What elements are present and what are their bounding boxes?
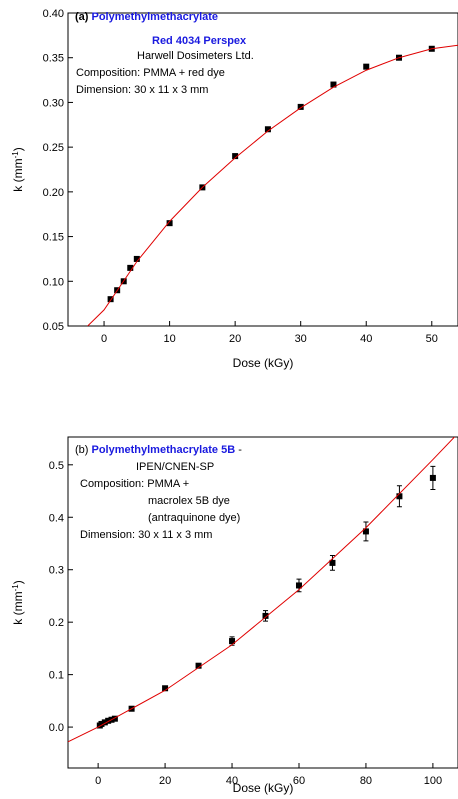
data-point: [295, 582, 302, 589]
annotation-part: Harwell Dosimeters Ltd.: [137, 50, 254, 62]
y-tick-label: 0.4: [49, 512, 64, 524]
chart-panel: 0.0 0.1 0.2 0.3 0.4 0.5 0 20 40 60 80 100 Dose (kGy)…: [11, 436, 458, 795]
data-point: [98, 720, 105, 727]
y-axis-label-part: k (mm: [11, 158, 25, 191]
x-axis-label: Dose (kGy): [233, 781, 294, 795]
data-point: [166, 220, 173, 227]
data-point: [330, 81, 337, 88]
y-tick-label: 0.35: [43, 53, 64, 65]
annotation: Composition: PMMA + red dye: [76, 67, 225, 79]
annotation: IPEN/CNEN-SP: [136, 461, 214, 473]
data-point: [229, 638, 236, 645]
y-tick-label: 0.30: [43, 97, 64, 109]
annotation-part: Dimension: 30 x 11 x 3 mm: [80, 529, 212, 541]
y-tick-label: 0.1: [49, 670, 64, 682]
y-axis-label-part: k (mm: [11, 591, 25, 624]
data-point: [127, 264, 134, 271]
y-axis-label: k (mm-1): [11, 580, 26, 624]
annotation-part: (b): [75, 444, 92, 456]
annotation: (a) Polymethylmethacrylate: [75, 11, 218, 23]
y-axis-label-part: ): [11, 147, 25, 151]
plot-area: [87, 44, 458, 326]
data-point: [111, 715, 118, 722]
data-point: [396, 493, 403, 500]
y-tick-label: 0.25: [43, 142, 64, 154]
annotation: Dimension: 30 x 11 x 3 mm: [76, 84, 208, 96]
data-point: [133, 255, 140, 262]
x-tick-label: 60: [293, 775, 305, 787]
y-tick-label: 0.15: [43, 232, 64, 244]
plot-frame: [67, 12, 458, 327]
annotation-part: Dimension: 30 x 11 x 3 mm: [76, 84, 208, 96]
annotation-part: Red 4034 Perspex: [152, 35, 247, 47]
data-point: [363, 63, 370, 70]
y-tick-label: 0.5: [49, 460, 64, 472]
data-point: [101, 719, 108, 726]
chart-panel: 0.05 0.10 0.15 0.20 0.25 0.30 0.35 0.40 0 10 20 30 4…: [11, 8, 458, 370]
annotation: Harwell Dosimeters Ltd.: [137, 50, 254, 62]
data-point: [105, 717, 112, 724]
data-point: [264, 126, 271, 133]
x-axis-label: Dose (kGy): [233, 356, 294, 370]
annotation: macrolex 5B dye: [148, 495, 230, 507]
annotation-part: Composition: PMMA +: [80, 478, 189, 490]
y-tick-label: 0.20: [43, 187, 64, 199]
y-tick-label: 0.10: [43, 276, 64, 288]
annotation-part: (antraquinone dye): [148, 512, 240, 524]
y-axis-label-part: ): [11, 580, 25, 584]
annotation-part: macrolex 5B dye: [148, 495, 230, 507]
x-tick-label: 80: [360, 775, 372, 787]
y-tick-label: 0.05: [43, 321, 64, 333]
data-point: [107, 296, 114, 303]
x-tick-label: 50: [426, 333, 438, 345]
y-tick-label: 0.0: [49, 722, 64, 734]
y-axis-label-part: -1: [11, 584, 20, 592]
annotation-part: IPEN/CNEN-SP: [136, 461, 214, 473]
annotation: (b) Polymethylmethacrylate 5B -: [75, 444, 242, 456]
x-tick-label: 20: [159, 775, 171, 787]
fit-curve: [68, 437, 456, 743]
annotation-part: -: [235, 444, 242, 456]
y-tick-label: 0.2: [49, 617, 64, 629]
y-axis-label-part: -1: [11, 151, 20, 159]
data-point: [162, 685, 169, 692]
y-tick-label: 0.40: [43, 8, 64, 20]
data-point: [262, 612, 269, 619]
x-tick-label: 10: [163, 333, 175, 345]
x-tick-label: 20: [229, 333, 241, 345]
y-tick-label: 0.3: [49, 565, 64, 577]
annotation-part: Polymethylmethacrylate 5B: [92, 444, 236, 456]
y-axis-label: k (mm-1): [11, 147, 26, 191]
x-tick-label: 0: [95, 775, 101, 787]
x-tick-label: 40: [360, 333, 372, 345]
annotation: Composition: PMMA +: [80, 478, 189, 490]
annotation: (antraquinone dye): [148, 512, 240, 524]
x-tick-label: 40: [226, 775, 238, 787]
fit-curve: [87, 44, 458, 326]
x-tick-label: 0: [101, 333, 107, 345]
annotation: Red 4034 Perspex: [152, 35, 247, 47]
x-tick-label: 30: [295, 333, 307, 345]
plot-area: [68, 437, 456, 743]
x-tick-label: 100: [424, 775, 442, 787]
data-point: [362, 528, 369, 535]
plot-frame: [67, 436, 458, 769]
annotation: Dimension: 30 x 11 x 3 mm: [80, 529, 212, 541]
annotation-part: (a): [75, 11, 92, 23]
data-point: [297, 103, 304, 110]
data-point: [195, 662, 202, 669]
annotation-part: Composition: PMMA + red dye: [76, 67, 225, 79]
data-point: [429, 474, 436, 481]
annotation-part: Polymethylmethacrylate: [92, 11, 219, 23]
data-point: [329, 559, 336, 566]
data-point: [232, 153, 239, 160]
